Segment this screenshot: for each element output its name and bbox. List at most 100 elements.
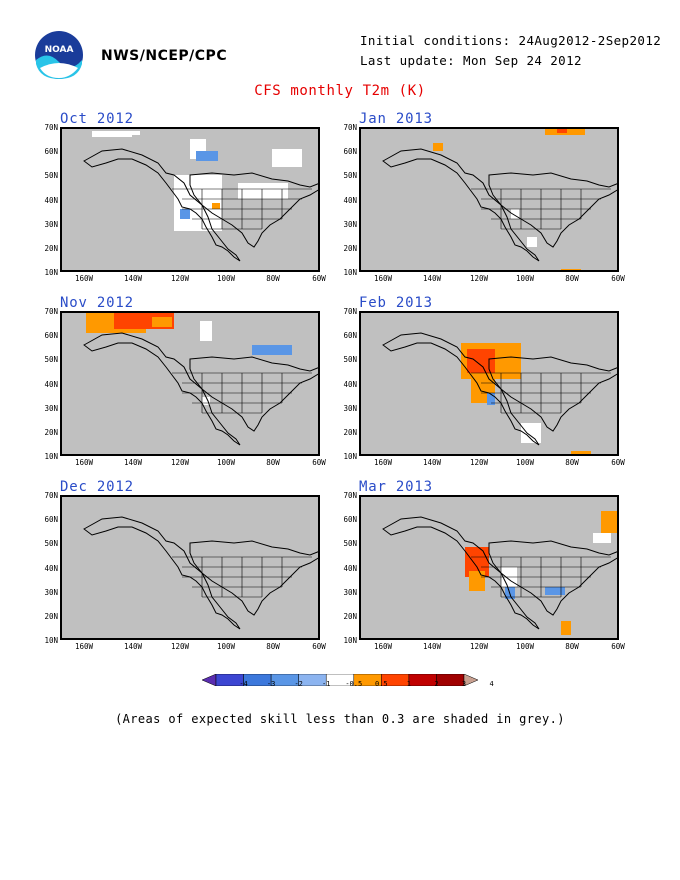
colorbar-label: -1 [322,680,331,688]
anomaly-region [561,621,571,635]
latitude-label: 50N [44,539,58,549]
anomaly-region [152,317,172,327]
longitude-label: 120W [170,274,190,283]
political-boundaries [471,372,611,414]
anomaly-region [200,321,212,341]
colorbar-swatches [201,673,479,687]
longitude-label: 140W [123,274,143,283]
longitude-label: 160W [373,274,393,283]
anomaly-region [521,423,541,443]
anomaly-region [593,533,611,543]
anomaly-region [180,209,190,219]
colorbar-label: -3 [266,680,276,688]
longitude-label: 80W [266,458,280,467]
latitude-label: 40N [343,563,357,573]
latitude-label: 60N [44,515,58,525]
longitude-label: 80W [266,274,280,283]
anomaly-region [433,143,443,151]
colorbar-swatch [463,673,479,687]
anomaly-region [202,397,210,405]
latitude-label: 60N [343,331,357,341]
anomaly-region [252,345,292,355]
anomaly-region [238,183,288,199]
longitude-label: 160W [74,274,94,283]
coastline [382,148,540,262]
colorbar-label: 1 [406,680,411,688]
temperature-anomaly-map [359,127,620,273]
longitude-label: 60W [312,642,326,651]
longitude-label: 100W [515,642,535,651]
coastline [83,332,241,446]
colorbar-label: -4 [239,680,248,688]
skill-note: (Areas of expected skill less than 0.3 a… [115,712,565,726]
map-canvas [83,313,321,446]
anomaly-region [571,451,591,457]
longitude-label: 160W [74,642,94,651]
colorbar-swatch [201,673,217,687]
latitude-label: 60N [44,331,58,341]
latitude-label: 10N [44,636,58,645]
coastline [189,540,321,616]
longitude-label: 80W [565,458,579,467]
noaa-logo: NOAA [34,30,84,80]
anomaly-region [557,129,567,133]
colorbar: -4 -3 -2 -1 -0.5 0.5 1 2 3 4 [201,671,494,689]
logo-text: NOAA [45,45,74,55]
political-boundaries [172,556,312,598]
longitude-label: 100W [216,274,236,283]
last-update: Last update: Mon Sep 24 2012 [360,53,582,68]
longitude-label: 160W [74,458,94,467]
longitude-label: 80W [565,274,579,283]
anomaly-region [212,203,220,209]
map-canvas [83,516,321,630]
longitude-label: 120W [170,458,190,467]
political-boundaries [172,188,312,230]
longitude-label: 100W [216,458,236,467]
latitude-label: 60N [44,147,58,157]
panel-title: Nov 2012 [60,295,134,311]
anomaly-region [561,269,581,273]
temperature-anomaly-map [359,311,620,457]
page-title: CFS monthly T2m (K) [254,83,426,99]
longitude-label: 100W [515,458,535,467]
initial-conditions: Initial conditions: 24Aug2012-2Sep2012 [360,33,662,48]
political-boundaries [471,556,611,598]
latitude-label: 20N [44,427,58,437]
latitude-label: 50N [343,539,357,549]
latitude-label: 30N [343,587,357,597]
panel-title: Dec 2012 [60,479,134,495]
latitude-label: 40N [44,379,58,389]
longitude-label: 140W [422,274,442,283]
latitude-label: 30N [44,219,58,229]
latitude-label: 10N [343,636,357,645]
anomaly-region [272,149,302,167]
longitude-label: 160W [373,458,393,467]
longitude-label: 120W [469,642,489,651]
coastline [83,516,241,630]
latitude-label: 70N [44,307,58,316]
longitude-label: 140W [123,642,143,651]
longitude-label: 120W [170,642,190,651]
latitude-label: 40N [343,379,357,389]
latitude-label: 50N [44,355,58,365]
latitude-label: 20N [343,611,357,621]
temperature-anomaly-map [359,495,620,640]
latitude-label: 20N [343,243,357,253]
panel-title: Oct 2012 [60,111,134,127]
coastline [83,148,241,262]
latitude-label: 50N [343,355,357,365]
latitude-label: 20N [44,611,58,621]
latitude-label: 70N [44,123,58,132]
coastline [189,356,321,432]
latitude-label: 40N [44,195,58,205]
panel-title: Jan 2013 [359,111,433,127]
longitude-label: 60W [611,274,625,283]
latitude-label: 30N [44,403,58,413]
latitude-label: 70N [343,123,357,132]
latitude-label: 10N [343,452,357,461]
temperature-anomaly-map [60,311,321,456]
anomaly-region [467,349,495,373]
latitude-label: 50N [343,171,357,181]
anomaly-region [487,393,495,405]
latitude-label: 70N [343,307,357,316]
